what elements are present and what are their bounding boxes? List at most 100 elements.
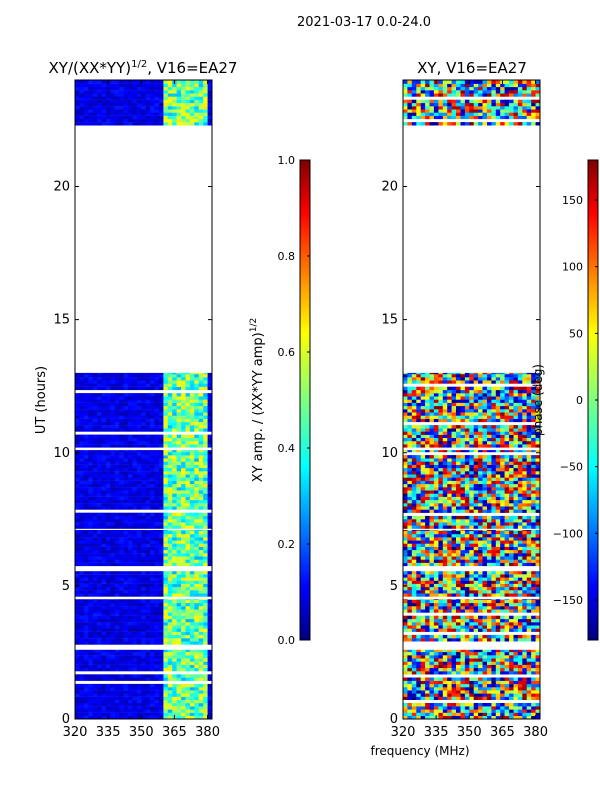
- heatmap-cell: [136, 696, 142, 700]
- heatmap-cell: [491, 625, 497, 629]
- heatmap-cell: [132, 687, 138, 691]
- heatmap-cell: [189, 96, 195, 100]
- heatmap-cell: [420, 658, 426, 662]
- heatmap-cell: [198, 421, 204, 426]
- heatmap-cell: [176, 450, 182, 453]
- heatmap-cell: [172, 99, 177, 104]
- heatmap-cell: [150, 409, 155, 413]
- heatmap-cell: [522, 593, 527, 597]
- heatmap-cell: [203, 577, 208, 581]
- heatmap-cell: [189, 519, 195, 523]
- heatmap-cell: [132, 602, 138, 607]
- heatmap-cell: [531, 577, 536, 581]
- heatmap-cell: [141, 515, 146, 520]
- heatmap-cell: [97, 464, 102, 469]
- heatmap-cell: [181, 537, 186, 541]
- heatmap-cell: [531, 574, 536, 578]
- heatmap-cell: [442, 712, 448, 716]
- heatmap-cell: [491, 690, 497, 694]
- heatmap-cell: [119, 655, 124, 659]
- heatmap-cell: [114, 409, 120, 413]
- heatmap-cell: [159, 641, 164, 645]
- heatmap-cell: [535, 574, 541, 578]
- heatmap-cell: [416, 628, 421, 632]
- heatmap-cell: [79, 450, 85, 453]
- heatmap-cell: [97, 109, 102, 113]
- heatmap-cell: [119, 667, 124, 672]
- heatmap-cell: [420, 709, 426, 713]
- heatmap-cell: [469, 661, 474, 665]
- heatmap-cell: [114, 649, 120, 653]
- heatmap-cell: [407, 599, 413, 604]
- heatmap-cell: [425, 628, 430, 632]
- heatmap-cell: [92, 372, 98, 375]
- heatmap-cell: [181, 609, 186, 613]
- heatmap-cell: [132, 425, 138, 429]
- heatmap-cell: [487, 680, 492, 685]
- heatmap-cell: [194, 109, 199, 113]
- heatmap-cell: [185, 628, 191, 632]
- heatmap-cell: [207, 386, 213, 391]
- heatmap-cell: [172, 112, 177, 116]
- heatmap-cell: [176, 534, 182, 538]
- heatmap-cell: [136, 377, 142, 381]
- heatmap-cell: [207, 699, 213, 704]
- heatmap-cell: [83, 490, 89, 494]
- heatmap-cell: [167, 690, 173, 694]
- heatmap-cell: [460, 703, 466, 707]
- heatmap-cell: [167, 590, 173, 594]
- heatmap-cell: [154, 622, 160, 626]
- heatmap-cell: [83, 418, 89, 423]
- heatmap-cell: [110, 696, 116, 700]
- heatmap-cell: [159, 525, 164, 529]
- heatmap-cell: [97, 586, 102, 591]
- heatmap-cell: [83, 709, 89, 713]
- heatmap-cell: [75, 425, 80, 429]
- heatmap-cell: [105, 683, 111, 688]
- heatmap-cell: [79, 612, 85, 616]
- heatmap-cell: [185, 434, 191, 438]
- heatmap-cell: [123, 493, 129, 497]
- heatmap-cell: [163, 396, 169, 400]
- heatmap-cell: [167, 418, 173, 423]
- heatmap-cell: [194, 393, 199, 397]
- heatmap-cell: [79, 574, 85, 578]
- heatmap-cell: [203, 562, 208, 567]
- heatmap-cell: [469, 615, 474, 620]
- heatmap-cell: [154, 590, 160, 594]
- heatmap-cell: [123, 530, 129, 535]
- heatmap-cell: [464, 655, 470, 659]
- heatmap-cell: [172, 499, 177, 504]
- heatmap-cell: [429, 671, 435, 675]
- heatmap-cell: [189, 512, 195, 517]
- heatmap-cell: [110, 661, 116, 665]
- heatmap-cell: [438, 559, 444, 563]
- heatmap-cell: [403, 651, 408, 656]
- heatmap-cell: [83, 405, 89, 410]
- heatmap-cell: [469, 696, 474, 700]
- heatmap-cell: [194, 693, 199, 697]
- heatmap-cell: [469, 664, 474, 669]
- heatmap-cell: [123, 683, 129, 688]
- heatmap-cell: [159, 543, 164, 547]
- heatmap-cell: [411, 687, 417, 691]
- heatmap-cell: [141, 83, 146, 88]
- heatmap-cell: [105, 444, 111, 448]
- heatmap-cell: [189, 696, 195, 700]
- heatmap-cell: [207, 464, 213, 469]
- heatmap-cell: [123, 93, 129, 97]
- heatmap-cell: [482, 599, 488, 600]
- heatmap-cell: [92, 452, 98, 456]
- heatmap-cell: [110, 377, 116, 381]
- heatmap-cell: [181, 667, 186, 672]
- heatmap-cell: [181, 612, 186, 616]
- heatmap-cell: [522, 649, 527, 653]
- heatmap-cell: [101, 455, 107, 459]
- heatmap-cell: [207, 649, 213, 653]
- heatmap-cell: [92, 638, 98, 642]
- heatmap-cell: [194, 540, 199, 544]
- heatmap-cell: [79, 658, 85, 662]
- heatmap-cell: [154, 106, 160, 110]
- heatmap-cell: [150, 499, 155, 504]
- heatmap-cell: [150, 546, 155, 551]
